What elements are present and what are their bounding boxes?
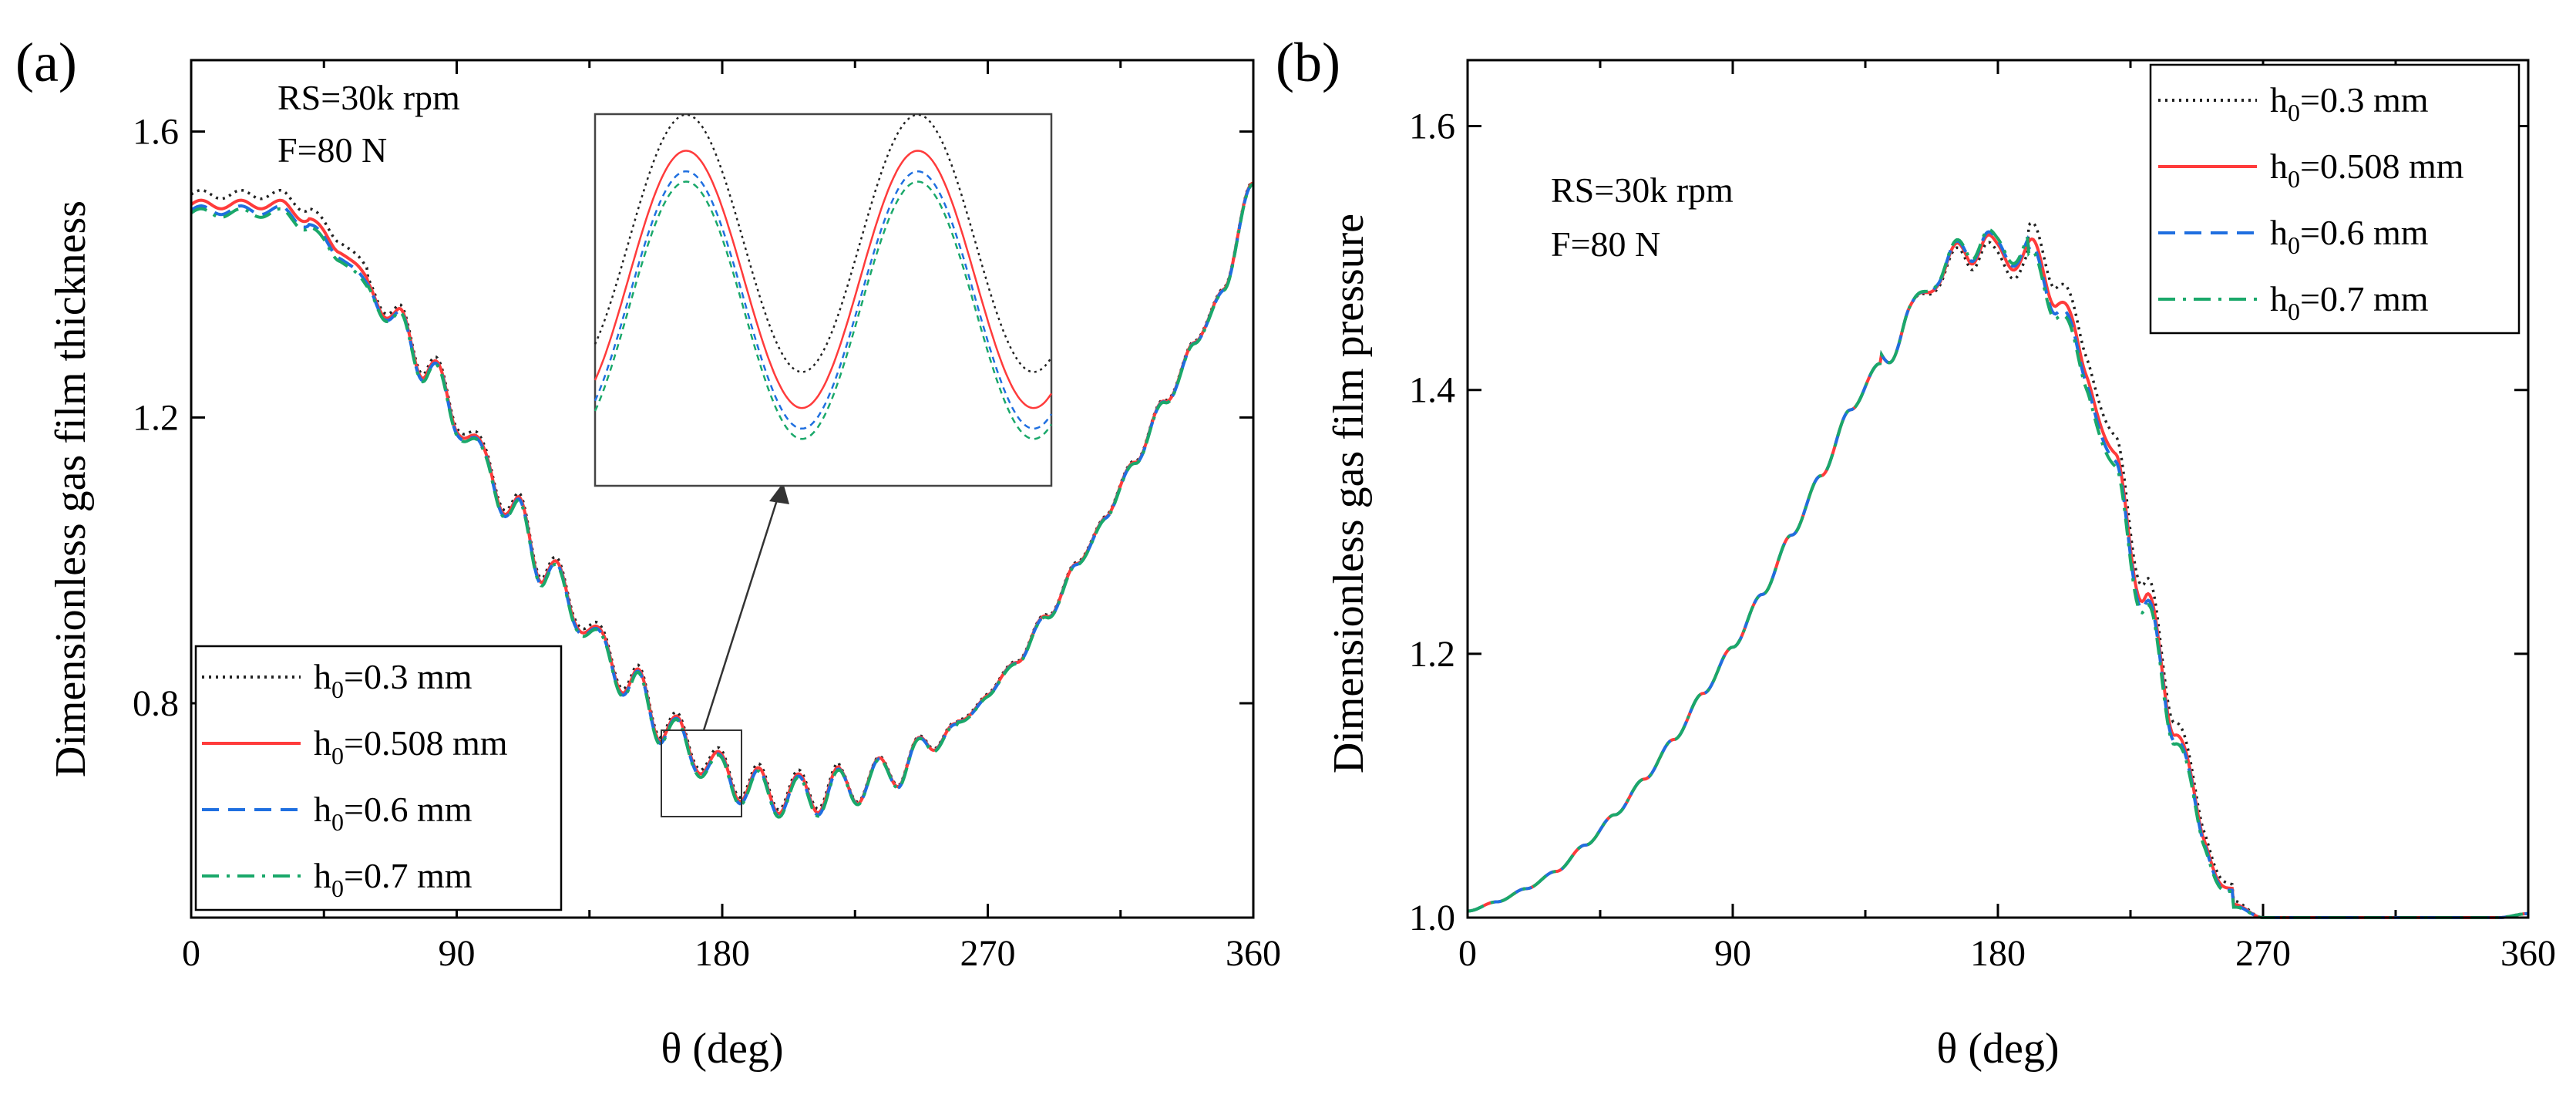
panel-a-legend-label-1: h0=0.508 mm: [314, 723, 508, 770]
panel-b-ylabel: Dimensionless gas film pressure: [1325, 214, 1373, 773]
panel-a-legend-label-3: h0=0.7 mm: [314, 856, 472, 902]
panel-b-series-0: [1468, 221, 2528, 919]
panel-b-xtick-label: 360: [2500, 933, 2556, 974]
panel-a-inset-series-1: [594, 150, 1053, 409]
panel-a-series-lines: [190, 180, 1254, 819]
panel-a-zoom-arrow: [702, 490, 782, 731]
panel-a-inset-lines: [594, 113, 1053, 440]
panel-a-zoom-box: [661, 729, 742, 817]
panel-b-annotation-f: F=80 N: [1551, 224, 1660, 264]
panel-a-zoom-arrowhead: [769, 483, 789, 504]
panel-b-legend: h0=0.3 mm h0=0.508 mm h0=0.6 mm h0=0.7 mm: [2149, 63, 2521, 335]
panel-a-annotation-rs: RS=30k rpm: [277, 78, 460, 117]
panel-a-ytick-label: 1.6: [133, 112, 179, 153]
panel-a-label: (a): [15, 32, 77, 93]
panel-b-legend-label-3: h0=0.7 mm: [2270, 279, 2429, 325]
panel-b: (b) 0 90 180 270 360 1.0 1.2 1.4 1.6 θ (deg) Dim…: [1276, 32, 2556, 1073]
panel-b-xtick-label: 0: [1458, 933, 1477, 974]
panel-b-xtick-label: 270: [2235, 933, 2291, 974]
panel-b-xlabel: θ (deg): [1937, 1025, 2060, 1073]
panel-a-inset-series-2: [594, 170, 1053, 430]
panel-a-frame: [190, 59, 1255, 919]
panel-b-series-3: [1468, 227, 2528, 919]
panel-a-inset-series-0: [594, 113, 1053, 373]
panel-a-xtick-label: 180: [694, 933, 750, 974]
panel-a-inset: [594, 113, 1053, 487]
panel-b-legend-label-0: h0=0.3 mm: [2270, 80, 2429, 126]
panel-a-ticks: 0 90 180 270 360 0.8 1.2 1.6: [133, 60, 1281, 974]
panel-b-label: (b): [1276, 32, 1340, 93]
panel-a-xtick-label: 0: [182, 933, 200, 974]
panel-b-xtick-label: 180: [1970, 933, 2026, 974]
panel-b-ytick-label: 1.0: [1409, 898, 1455, 938]
panel-a-xtick-label: 270: [960, 933, 1016, 974]
panel-b-annotation-rs: RS=30k rpm: [1551, 170, 1734, 210]
panel-a-ytick-label: 1.2: [133, 397, 179, 438]
panel-a-annotation-f: F=80 N: [277, 130, 387, 170]
panel-b-legend-frame: [2149, 63, 2521, 335]
panel-a-xtick-label: 360: [1226, 933, 1281, 974]
panel-b-xtick-label: 90: [1714, 933, 1751, 974]
panel-a-inset-frame: [594, 113, 1053, 487]
panel-b-ticks: 0 90 180 270 360 1.0 1.2 1.4 1.6: [1409, 60, 2556, 974]
panel-b-ytick-label: 1.4: [1409, 370, 1455, 411]
panel-a-xtick-label: 90: [439, 933, 476, 974]
panel-a-ytick-label: 0.8: [133, 683, 179, 724]
panel-b-ytick-label: 1.2: [1409, 634, 1455, 675]
panel-a-inset-series-3: [594, 180, 1053, 440]
panel-a-xlabel: θ (deg): [661, 1025, 784, 1073]
panel-a-legend-frame: [194, 645, 563, 911]
panel-a-series-3: [190, 183, 1254, 819]
panel-a: (a) 0 90 180 270 360 0.8 1.2 1.6 θ (deg) Dimens…: [15, 32, 1281, 1073]
panel-b-frame: [1466, 59, 2530, 919]
panel-b-series-1: [1468, 233, 2528, 919]
panel-b-ytick-label: 1.6: [1409, 106, 1455, 147]
panel-a-legend-label-2: h0=0.6 mm: [314, 790, 472, 836]
panel-b-legend-label-2: h0=0.6 mm: [2270, 213, 2429, 259]
panel-b-legend-label-1: h0=0.508 mm: [2270, 147, 2464, 193]
panel-a-ylabel: Dimensionless gas film thickness: [47, 200, 95, 777]
panel-b-series-2: [1468, 230, 2528, 919]
panel-a-legend: h0=0.3 mm h0=0.508 mm h0=0.6 mm h0=0.7 mm: [194, 645, 563, 911]
panel-a-legend-label-0: h0=0.3 mm: [314, 657, 472, 703]
